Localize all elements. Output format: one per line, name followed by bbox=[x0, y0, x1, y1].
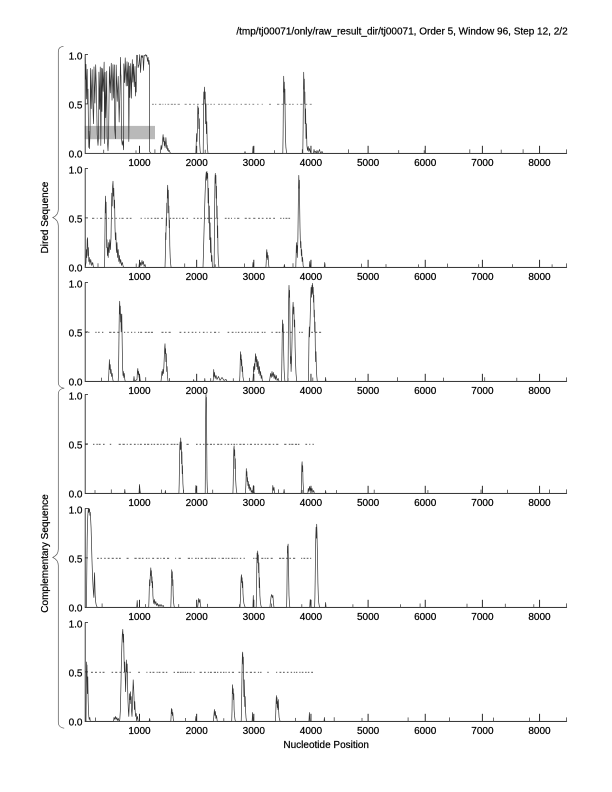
svg-text:3000: 3000 bbox=[243, 386, 266, 397]
svg-text:5000: 5000 bbox=[357, 272, 380, 283]
svg-text:Complementary Sequence: Complementary Sequence bbox=[40, 494, 51, 613]
svg-text:2000: 2000 bbox=[186, 386, 209, 397]
svg-text:4000: 4000 bbox=[300, 726, 323, 737]
svg-text:1000: 1000 bbox=[128, 386, 151, 397]
svg-text:4000: 4000 bbox=[300, 386, 323, 397]
svg-text:0.5: 0.5 bbox=[69, 101, 83, 112]
svg-text:1.0: 1.0 bbox=[69, 52, 83, 63]
svg-text:0.0: 0.0 bbox=[69, 604, 83, 615]
svg-text:1000: 1000 bbox=[128, 272, 151, 283]
svg-text:5000: 5000 bbox=[357, 726, 380, 737]
svg-text:4000: 4000 bbox=[300, 272, 323, 283]
svg-text:5000: 5000 bbox=[357, 386, 380, 397]
svg-text:3000: 3000 bbox=[243, 272, 266, 283]
svg-text:1.0: 1.0 bbox=[69, 506, 83, 517]
svg-text:7000: 7000 bbox=[471, 386, 494, 397]
svg-text:7000: 7000 bbox=[471, 612, 494, 623]
svg-text:5000: 5000 bbox=[357, 612, 380, 623]
svg-text:0.5: 0.5 bbox=[69, 669, 83, 680]
svg-text:3000: 3000 bbox=[243, 498, 266, 509]
svg-text:1.0: 1.0 bbox=[69, 166, 83, 177]
svg-text:7000: 7000 bbox=[471, 272, 494, 283]
svg-text:7000: 7000 bbox=[471, 498, 494, 509]
svg-text:0.5: 0.5 bbox=[69, 441, 83, 452]
svg-text:7000: 7000 bbox=[471, 726, 494, 737]
svg-text:2000: 2000 bbox=[186, 726, 209, 737]
svg-text:1.0: 1.0 bbox=[69, 620, 83, 631]
svg-text:Dired Sequence: Dired Sequence bbox=[40, 181, 51, 253]
svg-text:3000: 3000 bbox=[243, 158, 266, 169]
svg-text:2000: 2000 bbox=[186, 612, 209, 623]
svg-text:6000: 6000 bbox=[414, 612, 437, 623]
svg-text:1000: 1000 bbox=[128, 498, 151, 509]
svg-text:8000: 8000 bbox=[528, 158, 551, 169]
svg-text:0.0: 0.0 bbox=[69, 378, 83, 389]
svg-text:0.5: 0.5 bbox=[69, 215, 83, 226]
svg-text:1000: 1000 bbox=[128, 158, 151, 169]
svg-text:5000: 5000 bbox=[357, 498, 380, 509]
svg-text:2000: 2000 bbox=[186, 272, 209, 283]
svg-text:1000: 1000 bbox=[128, 726, 151, 737]
svg-text:0.0: 0.0 bbox=[69, 150, 83, 161]
svg-text:8000: 8000 bbox=[528, 386, 551, 397]
svg-text:0.5: 0.5 bbox=[69, 329, 83, 340]
svg-text:8000: 8000 bbox=[528, 612, 551, 623]
svg-text:4000: 4000 bbox=[300, 498, 323, 509]
svg-text:0.5: 0.5 bbox=[69, 555, 83, 566]
svg-text:2000: 2000 bbox=[186, 498, 209, 509]
svg-text:6000: 6000 bbox=[414, 726, 437, 737]
svg-text:/tmp/tj00071/only/raw_result_d: /tmp/tj00071/only/raw_result_dir/tj00071… bbox=[236, 27, 568, 38]
svg-text:6000: 6000 bbox=[414, 158, 437, 169]
svg-text:3000: 3000 bbox=[243, 726, 266, 737]
svg-text:6000: 6000 bbox=[414, 498, 437, 509]
svg-text:4000: 4000 bbox=[300, 158, 323, 169]
svg-text:Nucleotide Position: Nucleotide Position bbox=[283, 740, 369, 751]
svg-text:3000: 3000 bbox=[243, 612, 266, 623]
svg-text:8000: 8000 bbox=[528, 272, 551, 283]
svg-text:2000: 2000 bbox=[186, 158, 209, 169]
svg-text:5000: 5000 bbox=[357, 158, 380, 169]
svg-text:1.0: 1.0 bbox=[69, 392, 83, 403]
svg-text:6000: 6000 bbox=[414, 272, 437, 283]
svg-text:7000: 7000 bbox=[471, 158, 494, 169]
svg-text:4000: 4000 bbox=[300, 612, 323, 623]
svg-text:6000: 6000 bbox=[414, 386, 437, 397]
svg-text:0.0: 0.0 bbox=[69, 490, 83, 501]
svg-text:1.0: 1.0 bbox=[69, 280, 83, 291]
svg-text:8000: 8000 bbox=[528, 498, 551, 509]
svg-text:0.0: 0.0 bbox=[69, 718, 83, 729]
svg-text:1000: 1000 bbox=[128, 612, 151, 623]
svg-text:8000: 8000 bbox=[528, 726, 551, 737]
svg-text:0.0: 0.0 bbox=[69, 264, 83, 275]
